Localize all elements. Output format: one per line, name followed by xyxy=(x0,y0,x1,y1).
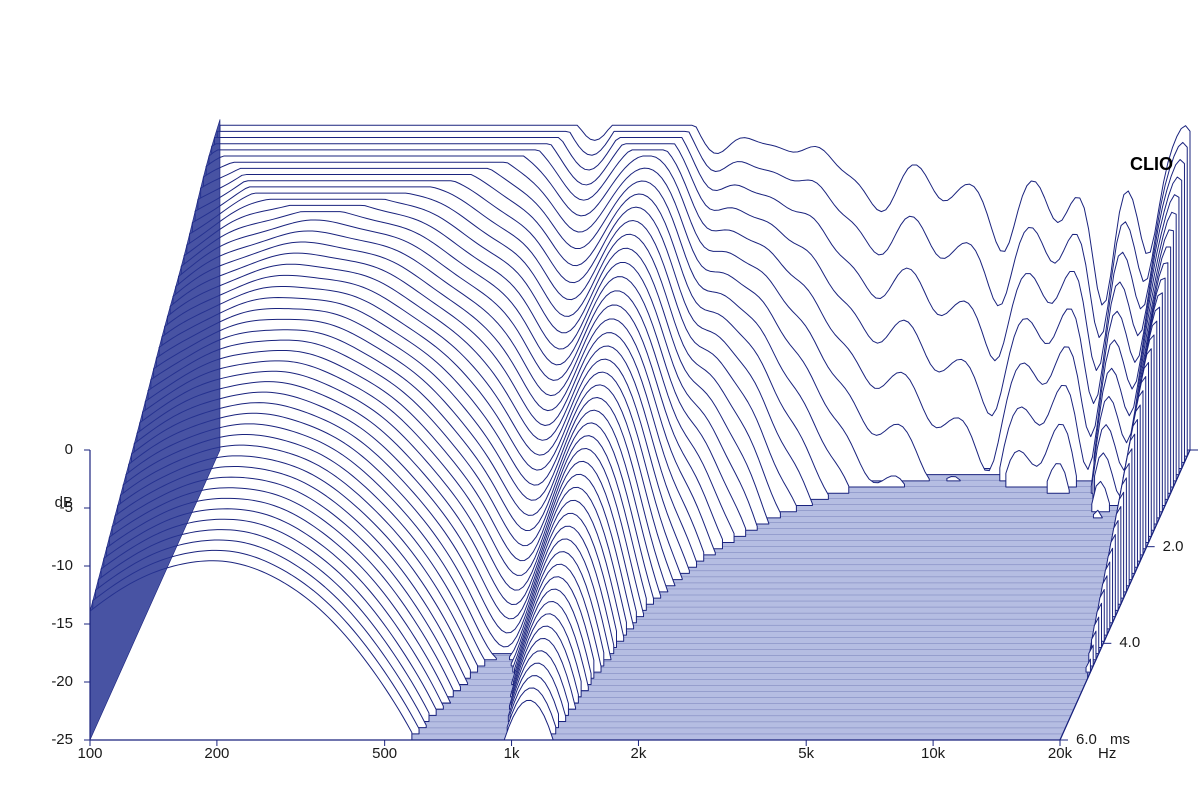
db-tick-label: -20 xyxy=(18,673,73,690)
db-tick-label: -10 xyxy=(18,557,73,574)
db-tick-label: -15 xyxy=(18,615,73,632)
ms-tick-label: 2.0 xyxy=(1163,538,1184,555)
ms-axis-label: ms xyxy=(1110,731,1130,748)
hz-tick-label: 100 xyxy=(65,745,115,762)
ms-tick-label: 6.0 xyxy=(1076,731,1097,748)
hz-tick-label: 500 xyxy=(360,745,410,762)
waterfall-chart xyxy=(0,0,1200,787)
ms-tick-label: 4.0 xyxy=(1119,634,1140,651)
hz-tick-label: 2k xyxy=(613,745,663,762)
hz-tick-label: 1k xyxy=(487,745,537,762)
hz-tick-label: 5k xyxy=(781,745,831,762)
db-tick-label: 0 xyxy=(18,441,73,458)
brand-label: CLIO xyxy=(1130,154,1173,175)
hz-tick-label: 200 xyxy=(192,745,242,762)
hz-tick-label: 10k xyxy=(908,745,958,762)
db-axis-label: dB xyxy=(18,494,73,511)
